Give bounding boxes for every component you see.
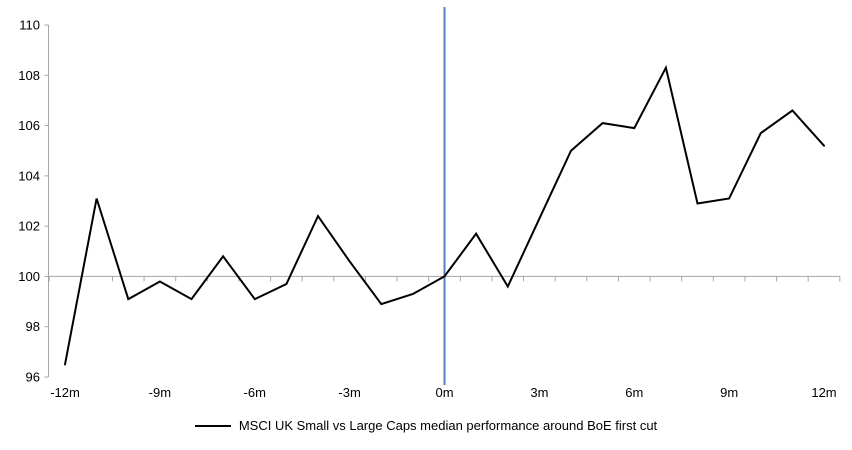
- y-tick-label: 102: [18, 219, 40, 234]
- y-tick-label: 98: [26, 319, 40, 334]
- legend: MSCI UK Small vs Large Caps median perfo…: [0, 417, 852, 435]
- x-tick-label: -9m: [149, 385, 171, 400]
- legend-label: MSCI UK Small vs Large Caps median perfo…: [238, 418, 658, 433]
- series-line: [64, 64, 825, 366]
- x-tick-label: 0m: [435, 385, 453, 400]
- x-tick-label: -6m: [244, 385, 266, 400]
- y-tick-label: 108: [18, 68, 40, 83]
- series-polyline: [64, 64, 825, 366]
- x-axis-labels: -12m -9m -6m -3m 0m 3m 6m 9m 12m: [50, 385, 836, 400]
- y-tick-label: 106: [18, 118, 40, 133]
- y-tick-label: 100: [18, 269, 40, 284]
- y-tick-label: 104: [18, 168, 40, 183]
- x-tick-label: 9m: [720, 385, 738, 400]
- legend-line-swatch: [194, 425, 231, 427]
- y-axis: 96 98 100 102 104 106 108 110: [18, 18, 49, 385]
- x-tick-label: 6m: [625, 385, 643, 400]
- x-tick-label: 12m: [811, 385, 836, 400]
- x-tick-label: -12m: [50, 385, 80, 400]
- y-tick-label: 96: [26, 370, 40, 385]
- x-tick-label: 3m: [530, 385, 548, 400]
- x-tick-label: -3m: [338, 385, 360, 400]
- y-tick-label: 110: [19, 18, 40, 33]
